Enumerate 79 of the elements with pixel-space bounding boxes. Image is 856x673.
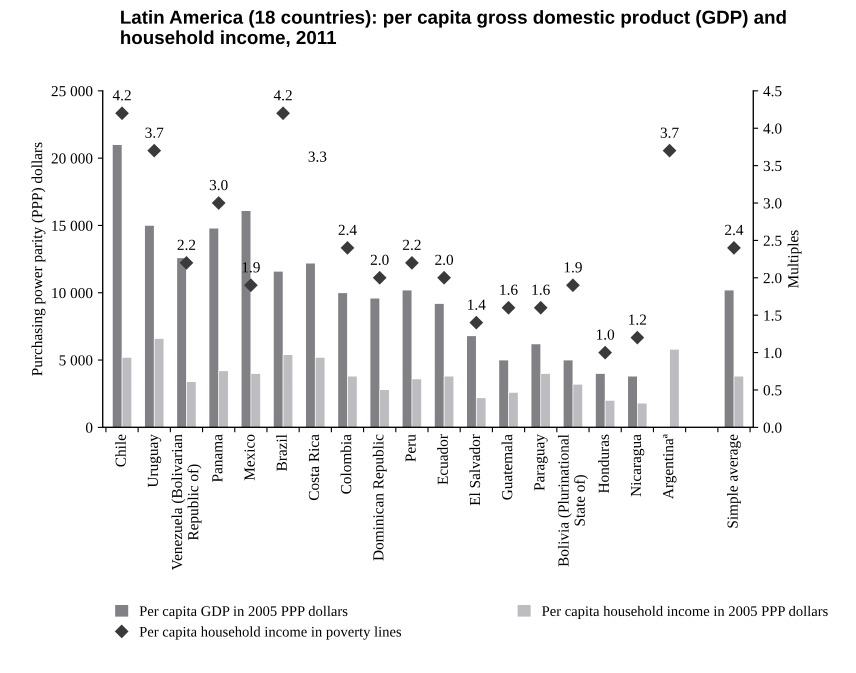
y-tick-label: 10 000	[52, 288, 92, 298]
x-tick-label: Bolivia (Plurinational State of)	[558, 434, 588, 566]
y-tick-label: 5 000	[60, 355, 92, 366]
y-tick-label: 0	[86, 422, 92, 433]
point	[438, 271, 451, 284]
point	[340, 241, 354, 254]
x-tick-label: Chile	[115, 434, 126, 467]
point	[598, 346, 612, 360]
x-tick-label: Uruguay	[148, 434, 162, 488]
x-tick-label: Peru	[406, 434, 416, 462]
x-tick-label: El Salvador	[469, 434, 480, 506]
y-axis-title: Purchasing power parity (PPP) dollars	[32, 142, 46, 376]
x-tick-label: Ecuador	[437, 434, 448, 485]
y2-axis-title: Multiples	[788, 230, 802, 288]
data-label: 2.0	[435, 254, 454, 266]
x-tick-label: Simple average	[727, 434, 741, 528]
legend-label: Per capita household income in poverty lines	[140, 626, 402, 640]
point	[276, 106, 290, 120]
data-label: 1.6	[532, 284, 550, 295]
data-label: 1.9	[564, 262, 582, 273]
data-label: 4.2	[112, 90, 131, 101]
point	[115, 106, 129, 120]
x-tick-label: Mexico	[244, 434, 255, 480]
y2-tick-label: 0.0	[764, 422, 782, 433]
data-label: 3.0	[210, 180, 228, 190]
y2-tick-label: 4.0	[763, 123, 782, 134]
legend-label: Per capita GDP in 2005 PPP dollars	[140, 606, 348, 620]
point	[148, 144, 161, 158]
data-label: 3.7	[145, 128, 164, 138]
y2-tick-label: 1.5	[764, 310, 782, 321]
data-label: 1.0	[596, 329, 614, 340]
x-tick-label: Honduras	[598, 434, 609, 494]
point	[470, 316, 483, 330]
y2-tick-label: 2.5	[764, 236, 782, 246]
y2-tick-label: 3.5	[764, 160, 782, 172]
point	[727, 241, 741, 254]
point	[534, 301, 548, 314]
data-label: 3.7	[660, 128, 679, 138]
data-label: 1.2	[629, 314, 646, 325]
x-tick-label: Nicaragua	[630, 434, 644, 496]
point	[662, 144, 676, 158]
y2-tick-label: 3.0	[764, 198, 782, 209]
x-tick-label: Panama	[212, 434, 222, 482]
data-label: 1.6	[500, 284, 518, 295]
point	[630, 331, 644, 344]
annotation: 3.3	[308, 152, 326, 162]
chart-title: Latin America (18 countries): per capita gross domestic product (GDP) and household income, 2011	[121, 10, 786, 47]
data-label: 2.4	[338, 224, 357, 236]
point	[212, 196, 226, 210]
data-label: 2.4	[725, 224, 744, 236]
y2-tick-label: 1.0	[764, 348, 782, 358]
data-label: 1.4	[468, 300, 486, 310]
bar	[669, 348, 680, 428]
data-label: 4.2	[274, 90, 292, 101]
y2-tick-label: 2.0	[764, 272, 782, 284]
data-label: 1.9	[242, 262, 260, 273]
point	[405, 256, 418, 270]
point	[180, 256, 194, 270]
x-tick-label: Paraguay	[534, 434, 548, 490]
data-label: 2.2	[403, 240, 421, 250]
legend-label: Per capita household income in 2005 PPP dollars	[542, 606, 828, 620]
y-tick-label: 25 000	[52, 86, 92, 96]
x-tick-label: Brazil	[276, 434, 287, 471]
point	[502, 301, 516, 314]
point	[244, 278, 258, 292]
y2-tick-label: 0.5	[764, 385, 782, 396]
point	[373, 271, 386, 284]
x-tick-label: Argentinaª	[663, 434, 676, 499]
y-tick-label: 20 000	[52, 153, 92, 164]
data-label: 2.0	[370, 254, 389, 266]
y-tick-label: 15 000	[52, 220, 92, 231]
x-tick-label: Guatemala	[502, 434, 512, 500]
y2-tick-label: 4.5	[763, 86, 782, 96]
x-tick-label: Dominican Republic	[372, 434, 387, 561]
x-tick-label: Colombia	[340, 434, 352, 494]
data-label: 2.2	[178, 240, 196, 250]
x-tick-label: Costa Rica	[308, 434, 320, 500]
x-tick-label: Venezuela (Bolivarian Republic of)	[171, 434, 202, 570]
point	[566, 278, 580, 292]
